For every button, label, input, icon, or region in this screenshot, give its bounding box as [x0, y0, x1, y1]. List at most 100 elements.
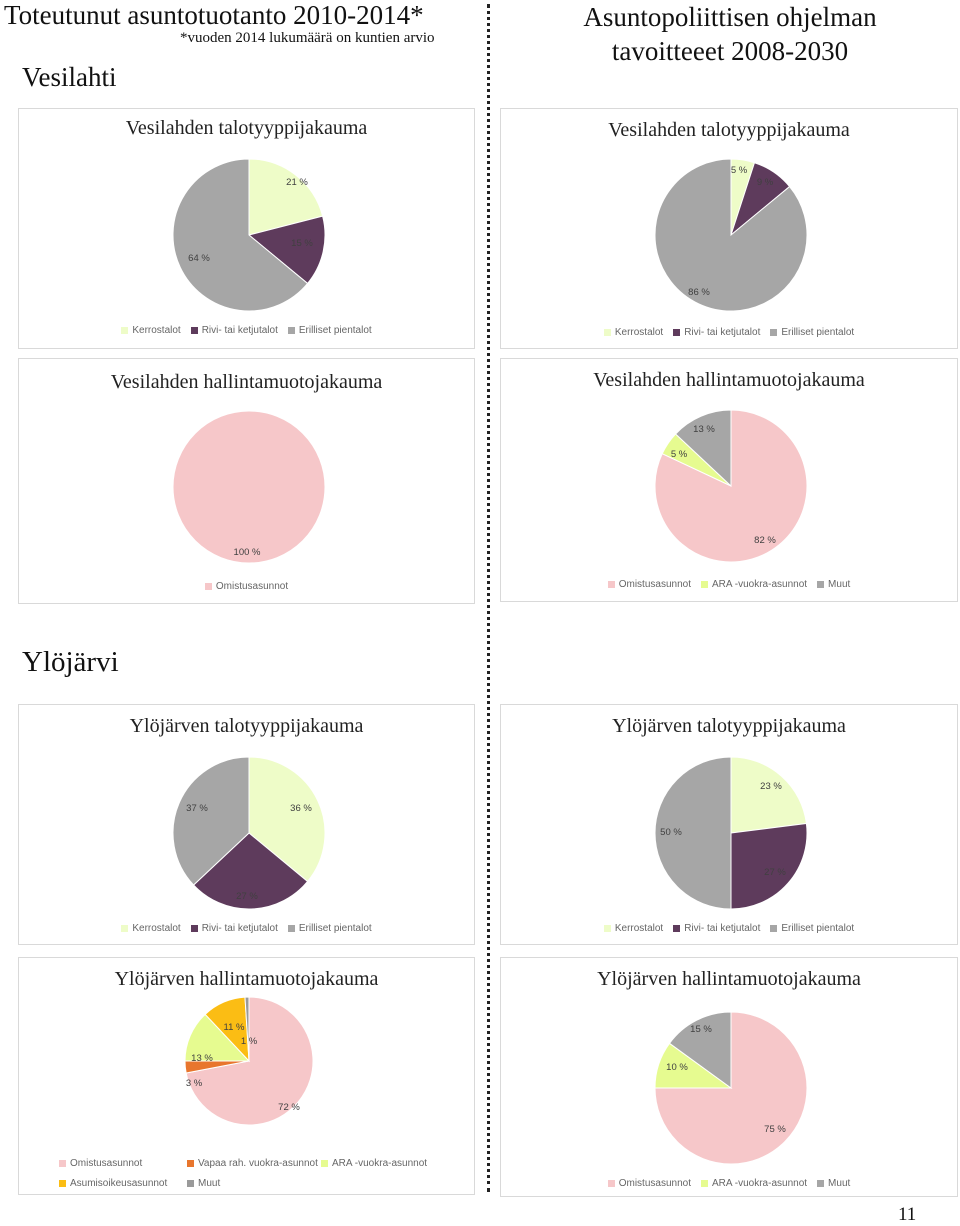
chart-panel-vesilahti-hallinta-tavoite: Vesilahden hallintamuotojakauma 82 % 5 % 13… [500, 358, 958, 602]
chart-title: Vesilahden talotyyppijakauma [608, 119, 850, 141]
legend-swatch [700, 580, 708, 588]
data-label: 1 % [241, 1036, 258, 1047]
legend-label: Kerrostalot [614, 327, 664, 338]
legend-swatch [204, 582, 212, 590]
legend-swatch [190, 924, 198, 932]
chart-title: Ylöjärven talotyyppijakauma [612, 715, 846, 737]
left-note: *vuoden 2014 lukumäärä on kuntien arvio [180, 30, 435, 46]
legend-swatch [817, 1179, 825, 1187]
pie-slice-erilliset-pientalot [654, 158, 808, 312]
left-title: Toteutunut asuntotuotanto 2010-2014* [4, 0, 424, 30]
legend-swatch [770, 924, 778, 932]
legend-swatch [59, 1179, 66, 1187]
pie-slice-rivi-tai-ketjutalot [192, 832, 309, 910]
pie-slice-omistusasunnot [654, 1011, 808, 1165]
data-label: 5 % [671, 449, 688, 460]
pie-slice-erilliset-pientalot [172, 756, 250, 886]
pie-slice-muut [244, 996, 250, 1062]
chart-legend: Kerrostalot Rivi- tai ketjutalot Erilliset… [501, 327, 957, 338]
legend-item: Rivi- tai ketjutalot [190, 325, 278, 336]
data-label: 3 % [186, 1078, 203, 1089]
legend-item: ARA -vuokra-asunnot [700, 1178, 807, 1189]
data-label: 82 % [754, 535, 776, 546]
chart-title: Vesilahden hallintamuotojakauma [110, 371, 383, 393]
right-title-line1: Asuntopoliittisen ohjelman [583, 2, 877, 32]
data-label: 37 % [186, 803, 208, 814]
legend-item: Omistusasunnot [204, 581, 288, 592]
pie-slice-erilliset-pientalot [654, 756, 732, 910]
data-label: 13 % [191, 1053, 213, 1064]
legend-label: Rivi- tai ketjutalot [201, 923, 278, 934]
data-label: 36 % [290, 803, 312, 814]
legend-label: Erilliset pientalot [298, 325, 372, 336]
chart-legend: Kerrostalot Rivi- tai ketjutalot Erilliset… [501, 923, 957, 934]
column-divider [487, 4, 490, 1192]
legend-swatch [673, 924, 681, 932]
pie-chart: 36 % 27 % 37 % [172, 756, 326, 910]
data-label: 23 % [760, 781, 782, 792]
pie-slice-muut [674, 409, 732, 488]
legend-label: Rivi- tai ketjutalot [201, 325, 278, 336]
pie-chart: 23 % 27 % 50 % [654, 756, 808, 910]
chart-title: Ylöjärven talotyyppijakauma [129, 715, 364, 737]
chart-title: Ylöjärven hallintamuotojakauma [114, 968, 379, 990]
legend-swatch [673, 328, 681, 336]
legend-swatch [603, 328, 611, 336]
chart-panel-vesilahti-talotyyppi-tavoite: Vesilahden talotyyppijakauma 5 % 9 % 86 % Ke… [500, 108, 958, 349]
legend-label: Kerrostalot [614, 923, 664, 934]
legend-swatch [187, 1159, 194, 1167]
pie-chart: 75 % 10 % 15 % [654, 1011, 808, 1165]
pie-chart: 100 % [172, 410, 326, 564]
legend-label: Rivi- tai ketjutalot [684, 327, 761, 338]
legend-swatch [287, 326, 295, 334]
legend-label: Rivi- tai ketjutalot [684, 923, 761, 934]
legend-swatch [121, 924, 129, 932]
chart-panel-ylojarvi-hallinta-toteutunut: Ylöjärven hallintamuotojakauma 72 % 3 % 13 … [18, 957, 475, 1195]
chart-title: Ylöjärven hallintamuotojakauma [597, 968, 861, 990]
pie-slice-muut [668, 1011, 732, 1089]
legend-swatch [321, 1159, 328, 1167]
data-label: 72 % [278, 1102, 300, 1113]
legend-item: Asumisoikeusasunnot [59, 1178, 167, 1189]
pie-slice-omistusasunnot [172, 410, 326, 564]
data-label: 5 % [731, 165, 748, 176]
legend-item: Kerrostalot [603, 923, 664, 934]
pie-slice-kerrostalot [248, 158, 324, 236]
chart-legend: Omistusasunnot ARA -vuokra-asunnot Muut [501, 579, 957, 590]
legend-label: Kerrostalot [132, 325, 181, 336]
legend-label: Omistusasunnot [70, 1158, 143, 1169]
pie-slice-rivi-tai-ketjutalot [730, 822, 808, 910]
data-label: 64 % [188, 253, 210, 264]
legend-label: Muut [828, 1178, 851, 1189]
data-label: 15 % [291, 238, 313, 249]
data-label: 9 % [757, 177, 774, 188]
data-label: 15 % [690, 1024, 712, 1035]
legend-label: ARA -vuokra-asunnot [332, 1158, 428, 1169]
pie-chart: 72 % 3 % 13 % 11 % 1 % [184, 996, 314, 1126]
data-label: 21 % [286, 177, 308, 188]
pie-slice-rivi-tai-ketjutalot [247, 215, 326, 285]
data-label: 10 % [666, 1062, 688, 1073]
legend-label: Kerrostalot [132, 923, 181, 934]
legend-swatch [700, 1179, 708, 1187]
legend-item: Muut [187, 1178, 220, 1189]
data-label: 13 % [693, 424, 715, 435]
legend-item: Vapaa rah. vuokra-asunnot [187, 1158, 318, 1169]
chart-legend: Kerrostalot Rivi- tai ketjutalot Erilliset… [19, 325, 474, 336]
legend-item: Omistusasunnot [607, 1178, 691, 1189]
legend-item: Omistusasunnot [59, 1158, 142, 1169]
chart-panel-vesilahti-hallinta-toteutunut: Vesilahden hallintamuotojakauma 100 % Omis… [18, 358, 475, 604]
chart-legend: Omistusasunnot ARA -vuokra-asunnot Muut [501, 1178, 957, 1189]
right-title: Asuntopoliittisen ohjelman tavoitteeet 2… [495, 0, 960, 68]
chart-legend: Omistusasunnot [19, 581, 474, 592]
pie-chart: 21 % 15 % 64 % [172, 158, 326, 312]
legend-swatch [190, 326, 198, 334]
legend-item: Muut [817, 579, 850, 590]
legend-label: Muut [198, 1178, 221, 1189]
legend-label: Erilliset pientalot [298, 923, 372, 934]
legend-item: Kerrostalot [603, 327, 664, 338]
legend-item: Rivi- tai ketjutalot [190, 923, 278, 934]
chart-title: Vesilahden hallintamuotojakauma [593, 369, 865, 391]
pie-chart: 5 % 9 % 86 % [654, 158, 808, 312]
legend-swatch [59, 1159, 66, 1167]
